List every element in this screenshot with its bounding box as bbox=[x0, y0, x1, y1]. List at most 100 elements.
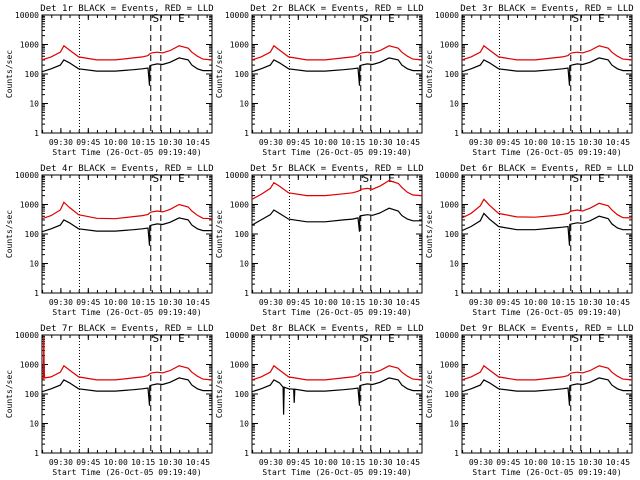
x-tick-label: 10:15 bbox=[341, 298, 365, 307]
saa-marker-label: S bbox=[362, 12, 369, 25]
panel-title: Det 1r BLACK = Events, RED = LLD bbox=[40, 4, 213, 14]
lld-series-line bbox=[252, 44, 422, 61]
events-series-line bbox=[42, 57, 212, 86]
x-tick-label: 10:00 bbox=[314, 458, 338, 467]
detector-panel-6: S E 1 10 100 1000 10000 09:30 09:45 10:00 10:15 10:… bbox=[425, 164, 634, 317]
y-axis-label: Counts/sec bbox=[425, 50, 434, 98]
y-axis-label: Counts/sec bbox=[425, 210, 434, 258]
y-tick-label: 100 bbox=[445, 70, 460, 79]
y-tick-label: 10 bbox=[29, 420, 39, 429]
y-axis-label: Counts/sec bbox=[5, 370, 14, 418]
y-tick-label: 1000 bbox=[20, 201, 39, 210]
lld-series-line bbox=[252, 364, 422, 381]
x-tick-label: 10:15 bbox=[551, 298, 575, 307]
x-tick-label: 10:45 bbox=[186, 138, 210, 147]
detector-panel-3: S E 1 10 100 1000 10000 09:30 09:45 10:00 10:15 10:… bbox=[425, 4, 634, 157]
x-tick-label: 10:45 bbox=[186, 458, 210, 467]
detector-panel-7: S E 1 10 100 1000 10000 09:30 09:45 10:00 10:15 10:… bbox=[5, 324, 214, 477]
detector-panel-2: S E 1 10 100 1000 10000 09:30 09:45 10:00 10:15 10:… bbox=[215, 4, 424, 157]
x-axis-label: Start Time (26-Oct-05 09:19:40) bbox=[52, 148, 201, 157]
panel-title: Det 2r BLACK = Events, RED = LLD bbox=[250, 4, 423, 14]
x-tick-label: 09:30 bbox=[49, 458, 73, 467]
events-series-line bbox=[42, 217, 212, 246]
y-tick-label: 1000 bbox=[230, 361, 249, 370]
y-tick-label: 1000 bbox=[20, 361, 39, 370]
y-tick-label: 100 bbox=[25, 230, 40, 239]
y-tick-label: 1 bbox=[34, 289, 39, 298]
x-tick-label: 10:15 bbox=[131, 298, 155, 307]
y-axis-label: Counts/sec bbox=[5, 210, 14, 258]
eclipse-marker-label: E bbox=[178, 12, 185, 25]
y-tick-label: 100 bbox=[235, 230, 250, 239]
x-tick-label: 10:45 bbox=[606, 458, 630, 467]
x-tick-label: 10:30 bbox=[369, 138, 393, 147]
lld-series-line bbox=[252, 179, 422, 200]
x-tick-label: 10:45 bbox=[396, 298, 420, 307]
x-tick-label: 09:30 bbox=[469, 458, 493, 467]
plot-frame bbox=[461, 334, 633, 454]
x-tick-label: 10:30 bbox=[579, 138, 603, 147]
y-tick-label: 10000 bbox=[435, 171, 459, 180]
x-axis-label: Start Time (26-Oct-05 09:19:40) bbox=[52, 468, 201, 477]
saa-marker-label: S bbox=[572, 332, 579, 345]
lld-series-line bbox=[462, 44, 632, 61]
y-tick-label: 1 bbox=[454, 289, 459, 298]
x-tick-label: 10:45 bbox=[396, 138, 420, 147]
x-tick-label: 10:45 bbox=[186, 298, 210, 307]
eclipse-marker-label: E bbox=[388, 332, 395, 345]
y-axis-label: Counts/sec bbox=[215, 210, 224, 258]
y-tick-label: 100 bbox=[25, 70, 40, 79]
eclipse-marker-label: E bbox=[388, 172, 395, 185]
events-series-line bbox=[462, 212, 632, 246]
x-tick-label: 09:45 bbox=[286, 138, 310, 147]
plot-frame bbox=[41, 174, 213, 294]
x-axis-label: Start Time (26-Oct-05 09:19:40) bbox=[262, 148, 411, 157]
x-tick-label: 09:30 bbox=[259, 458, 283, 467]
panel-title: Det 6r BLACK = Events, RED = LLD bbox=[460, 164, 633, 174]
x-tick-label: 10:00 bbox=[314, 138, 338, 147]
events-series-line bbox=[252, 57, 422, 86]
y-axis-label: Counts/sec bbox=[215, 370, 224, 418]
x-axis-label: Start Time (26-Oct-05 09:19:40) bbox=[472, 468, 621, 477]
y-tick-label: 1 bbox=[34, 129, 39, 138]
events-series-line bbox=[252, 377, 422, 415]
x-axis-label: Start Time (26-Oct-05 09:19:40) bbox=[262, 468, 411, 477]
y-tick-label: 1 bbox=[34, 449, 39, 458]
y-axis-label: Counts/sec bbox=[5, 50, 14, 98]
plot-frame bbox=[251, 174, 423, 294]
detector-panel-4: S E 1 10 100 1000 10000 09:30 09:45 10:00 10:15 10:… bbox=[5, 164, 214, 317]
y-tick-label: 10 bbox=[239, 100, 249, 109]
x-tick-label: 10:00 bbox=[524, 138, 548, 147]
x-tick-label: 10:00 bbox=[524, 458, 548, 467]
x-tick-label: 10:00 bbox=[104, 298, 128, 307]
lld-series-line bbox=[462, 198, 632, 219]
eclipse-marker-label: E bbox=[598, 332, 605, 345]
saa-marker-label: S bbox=[152, 332, 159, 345]
y-tick-label: 100 bbox=[25, 390, 40, 399]
y-tick-label: 10000 bbox=[225, 11, 249, 20]
x-tick-label: 09:30 bbox=[469, 138, 493, 147]
eclipse-marker-label: E bbox=[388, 12, 395, 25]
plot-frame bbox=[251, 14, 423, 134]
plot-frame bbox=[41, 14, 213, 134]
y-tick-label: 10000 bbox=[435, 11, 459, 20]
events-series-line bbox=[462, 377, 632, 406]
x-tick-label: 09:45 bbox=[496, 138, 520, 147]
panel-title: Det 5r BLACK = Events, RED = LLD bbox=[250, 164, 423, 174]
eclipse-marker-label: E bbox=[178, 332, 185, 345]
y-tick-label: 1 bbox=[244, 129, 249, 138]
x-tick-label: 10:30 bbox=[159, 138, 183, 147]
x-tick-label: 09:45 bbox=[76, 138, 100, 147]
saa-marker-label: S bbox=[152, 172, 159, 185]
x-tick-label: 09:30 bbox=[49, 298, 73, 307]
x-tick-label: 10:00 bbox=[104, 458, 128, 467]
plot-frame bbox=[41, 334, 213, 454]
x-tick-label: 10:15 bbox=[551, 138, 575, 147]
y-tick-label: 100 bbox=[235, 70, 250, 79]
saa-marker-label: S bbox=[362, 172, 369, 185]
y-tick-label: 10 bbox=[449, 100, 459, 109]
x-tick-label: 10:45 bbox=[606, 298, 630, 307]
y-tick-label: 1000 bbox=[440, 41, 459, 50]
x-tick-label: 09:45 bbox=[76, 298, 100, 307]
eclipse-marker-label: E bbox=[178, 172, 185, 185]
